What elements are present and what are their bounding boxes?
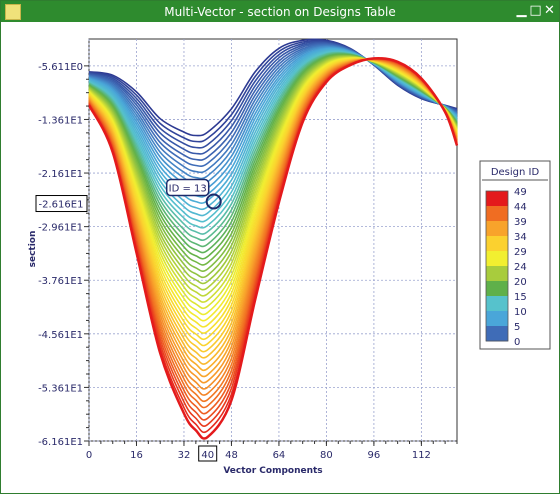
legend-swatch — [486, 326, 508, 342]
x-tick-label: 96 — [368, 450, 381, 461]
highlight-y-box — [35, 195, 88, 213]
y-axis: -5.611E0 -1.361E1 -2.161E1 -2.961E1 -3.761E1… — [38, 62, 89, 448]
legend-swatch — [486, 206, 508, 222]
y-tick-label: -2.161E1 — [38, 169, 83, 180]
legend-label: 10 — [514, 307, 527, 318]
maximize-icon[interactable]: □ — [529, 3, 542, 18]
x-tick-label: 0 — [86, 450, 92, 461]
legend-label: 49 — [514, 187, 527, 198]
y-tick-label: -5.361E1 — [38, 383, 83, 394]
highlight-x-box — [198, 445, 218, 462]
y-tick-label: -3.761E1 — [38, 276, 83, 287]
legend-label: 29 — [514, 247, 527, 258]
legend-label: 34 — [514, 232, 527, 243]
y-tick-label: -5.611E0 — [38, 62, 83, 73]
legend-title: Design ID — [491, 167, 540, 178]
highlight-marker — [205, 193, 222, 210]
x-tick-label: 48 — [225, 450, 238, 461]
legend-label: 5 — [514, 322, 520, 333]
window-title: Multi-Vector - section on Designs Table — [164, 5, 396, 19]
x-axis-title: Vector Components — [223, 466, 322, 476]
y-tick-label: -4.561E1 — [38, 330, 83, 341]
y-axis-title: section — [28, 231, 38, 268]
x-tick-label: 64 — [273, 450, 286, 461]
legend-label: 20 — [514, 277, 527, 288]
x-tick-label: 80 — [320, 450, 333, 461]
minimize-icon[interactable]: ▁ — [516, 3, 527, 18]
legend-swatch — [486, 236, 508, 252]
legend-swatch — [486, 191, 508, 207]
chart-area[interactable]: -5.611E0 -1.361E1 -2.161E1 -2.961E1 -3.761E1… — [1, 23, 557, 491]
legend-label: 39 — [514, 217, 527, 228]
highlight-x-label: 40 — [201, 450, 214, 461]
legend-swatch — [486, 266, 508, 282]
legend-label: 15 — [514, 292, 527, 303]
legend-swatch — [486, 281, 508, 297]
highlight-y-label: -2.616E1 — [39, 200, 84, 211]
legend-swatch — [486, 221, 508, 237]
series-line — [87, 56, 459, 440]
legend-bar-frame — [485, 190, 509, 342]
highlight-annotation[interactable]: ID = 13 -2.616E1 40 — [35, 178, 222, 462]
legend-label: 0 — [514, 337, 520, 348]
app-icon[interactable] — [5, 4, 21, 20]
highlight-label: ID = 13 — [169, 184, 207, 195]
close-icon[interactable]: ✕ — [544, 3, 555, 18]
legend[interactable]: Design ID 49 44 39 34 29 24 20 15 10 5 0 — [479, 160, 551, 350]
legend-label: 24 — [514, 262, 527, 273]
legend-swatch — [486, 311, 508, 327]
x-tick-label: 16 — [130, 450, 143, 461]
legend-swatch — [486, 251, 508, 267]
y-tick-label: -1.361E1 — [38, 115, 83, 126]
title-bar[interactable]: Multi-Vector - section on Designs Table … — [1, 1, 559, 22]
x-axis: 0 16 32 48 64 80 96 112 — [86, 441, 458, 461]
legend-label: 44 — [514, 202, 527, 213]
series-curves[interactable] — [87, 38, 459, 440]
y-tick-label: -6.161E1 — [38, 437, 83, 448]
legend-swatch — [486, 296, 508, 312]
y-tick-label: -2.961E1 — [38, 223, 83, 234]
highlight-label-box — [165, 178, 210, 197]
x-tick-label: 32 — [178, 450, 191, 461]
x-tick-label: 112 — [412, 450, 431, 461]
